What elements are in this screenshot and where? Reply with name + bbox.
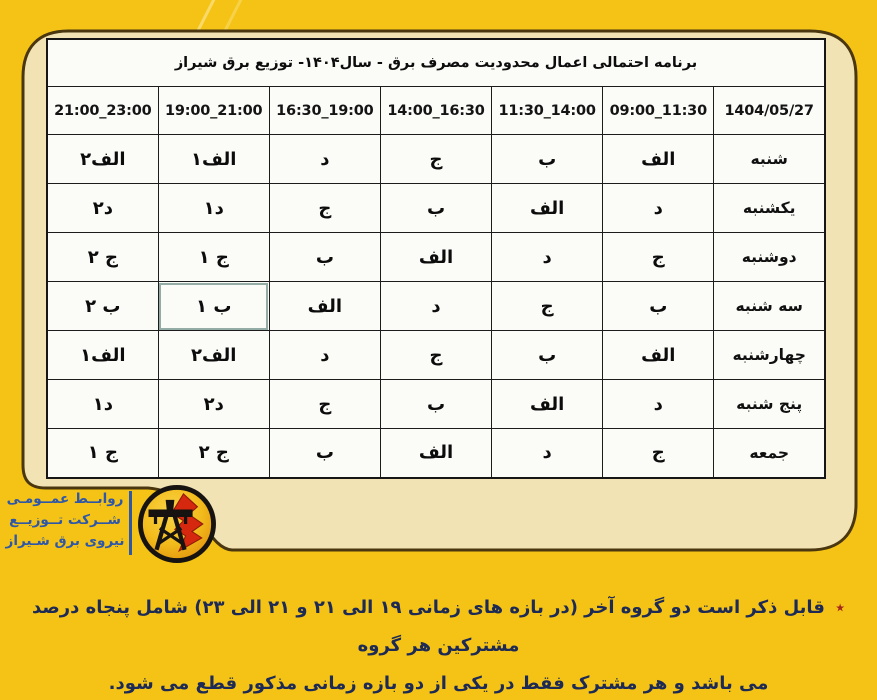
public-relations-label: روابــط عمــومـی شــرکت تــوزیــع نیروی …	[4, 489, 126, 552]
time-slot-header: 14:00_16:30	[379, 86, 493, 135]
logo-text-line: نیروی برق شـیراز	[5, 533, 125, 549]
day-name-cell: یکشنبه	[713, 183, 826, 233]
group-value-cell: الف	[268, 281, 381, 331]
group-value-cell: د	[491, 232, 604, 282]
group-value-cell: الف	[379, 428, 493, 478]
group-value-cell: ب	[602, 281, 715, 331]
group-value-cell: ج	[268, 183, 381, 233]
group-value-cell: الف	[379, 232, 493, 282]
pylon-icon	[148, 499, 193, 551]
logo-divider	[129, 491, 132, 555]
group-value-cell: ج ۲	[157, 428, 270, 478]
group-value-cell: ج	[602, 428, 715, 478]
group-value-cell: ب	[379, 379, 493, 429]
day-name-cell: جمعه	[713, 428, 826, 478]
logo-text-line: شــرکت تــوزیــع	[9, 512, 121, 528]
group-value-cell: د	[602, 379, 715, 429]
group-value-cell: الف	[491, 379, 604, 429]
group-value-cell: د	[602, 183, 715, 233]
group-value-cell: الف	[602, 330, 715, 380]
schedule-row: چهارشنبه الف ب ج د الف۲ الف۱	[46, 330, 826, 380]
footnote-text: قابل ذکر است دو گروه آخر (در بازه های زم…	[31, 597, 825, 656]
schedule-row: یکشنبه د الف ب ج د۱ د۲	[46, 183, 826, 233]
group-value-cell: الف۲	[157, 330, 270, 380]
time-slot-header: 11:30_14:00	[491, 86, 604, 135]
group-value-cell: د	[268, 330, 381, 380]
group-value-cell: ب	[268, 232, 381, 282]
time-slot-header: 21:00_23:00	[46, 86, 159, 135]
group-value-cell: ج	[602, 232, 715, 282]
group-value-cell: الف	[602, 134, 715, 184]
header-row: 1404/05/27 09:00_11:30 11:30_14:00 14:00_16…	[46, 86, 826, 135]
logo-text-line: روابــط عمــومـی	[6, 491, 124, 507]
group-value-cell: ج	[491, 281, 604, 331]
electric-company-logo	[138, 485, 216, 563]
group-value-cell: ج ۱	[157, 232, 270, 282]
group-value-cell: ج	[379, 134, 493, 184]
day-name-cell: شنبه	[713, 134, 826, 184]
footnote-line-1: ٭ قابل ذکر است دو گروه آخر (در بازه های …	[28, 589, 849, 665]
group-value-cell: الف۲	[46, 134, 159, 184]
group-value-cell: الف۱	[157, 134, 270, 184]
group-value-cell: د۱	[46, 379, 159, 429]
schedule-row: پنج شنبه د الف ب ج د۲ د۱	[46, 379, 826, 429]
footnote: ٭ قابل ذکر است دو گروه آخر (در بازه های …	[28, 589, 849, 700]
group-value-cell: د	[268, 134, 381, 184]
group-value-cell: د۲	[46, 183, 159, 233]
table-title: برنامه احتمالی اعمال محدودیت مصرف برق - …	[46, 38, 826, 87]
group-value-cell: ب	[491, 330, 604, 380]
day-name-cell: سه شنبه	[713, 281, 826, 331]
group-value-cell: الف۱	[46, 330, 159, 380]
group-value-cell: د۲	[157, 379, 270, 429]
day-name-cell: دوشنبه	[713, 232, 826, 282]
group-value-cell: د۱	[157, 183, 270, 233]
time-slot-header: 19:00_21:00	[157, 86, 270, 135]
day-name-cell: چهارشنبه	[713, 330, 826, 380]
group-value-cell: ب	[268, 428, 381, 478]
day-name-cell: پنج شنبه	[713, 379, 826, 429]
time-slot-header: 09:00_11:30	[602, 86, 715, 135]
group-value-cell: ج ۱	[46, 428, 159, 478]
group-value-cell: ج ۲	[46, 232, 159, 282]
date-header-cell: 1404/05/27	[713, 86, 826, 135]
group-value-cell: ج	[268, 379, 381, 429]
group-value-cell: ج	[379, 330, 493, 380]
asterisk-icon: ٭	[835, 597, 846, 618]
group-value-cell: ب	[379, 183, 493, 233]
schedule-table: برنامه احتمالی اعمال محدودیت مصرف برق - …	[46, 38, 826, 479]
time-slot-header: 16:30_19:00	[268, 86, 381, 135]
schedule-row: شنبه الف ب ج د الف۱ الف۲	[46, 134, 826, 184]
group-value-cell: الف	[491, 183, 604, 233]
title-row: برنامه احتمالی اعمال محدودیت مصرف برق - …	[46, 38, 826, 87]
group-value-cell: د	[379, 281, 493, 331]
footnote-line-2: می باشد و هر مشترک فقط در یکی از دو بازه…	[108, 673, 769, 694]
group-value-cell: د	[491, 428, 604, 478]
group-value-cell: ب	[491, 134, 604, 184]
group-value-cell: ب ۲	[46, 281, 159, 331]
group-value-cell: ب ۱	[157, 281, 270, 331]
